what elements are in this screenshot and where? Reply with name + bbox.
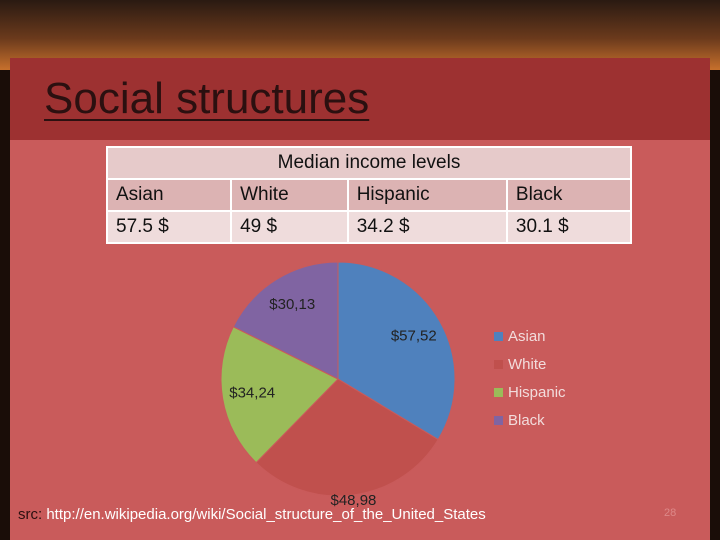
data-label: $57,52: [391, 327, 437, 344]
table-header: White: [230, 178, 349, 212]
income-table: Median income levels Asian White Hispani…: [105, 146, 633, 244]
table-title: Median income levels: [106, 146, 632, 180]
pie-slice: [220, 326, 339, 464]
table-cell: 57.5 $: [105, 210, 233, 244]
data-label: $34,24: [229, 384, 275, 401]
table-header: Black: [505, 178, 633, 212]
legend-swatch: [494, 388, 503, 397]
table-header: Hispanic: [346, 178, 508, 212]
data-label: $30,13: [269, 296, 315, 313]
title-band: [10, 58, 710, 140]
legend-label: Black: [508, 412, 545, 429]
table-cell: 30.1 $: [505, 210, 633, 244]
legend-label: White: [508, 356, 546, 373]
data-label: $48,98: [331, 492, 377, 509]
source-url: http://en.wikipedia.org/wiki/Social_stru…: [46, 506, 486, 523]
source: src: http://en.wikipedia.org/wiki/Social…: [18, 506, 486, 523]
legend-swatch: [494, 360, 503, 369]
page-number: 28: [664, 507, 677, 519]
legend-label: Hispanic: [508, 384, 566, 401]
table-cell: 34.2 $: [346, 210, 508, 244]
table-header: Asian: [105, 178, 233, 212]
pie-slice: [232, 261, 339, 380]
table-cell: 49 $: [230, 210, 349, 244]
source-label: src:: [18, 506, 43, 523]
slide-title: Social structures: [44, 74, 370, 123]
legend-swatch: [494, 416, 503, 425]
pie-slice: [337, 261, 456, 441]
legend-swatch: [494, 332, 503, 341]
pie-slice: [255, 378, 439, 497]
legend-label: Asian: [508, 328, 546, 345]
